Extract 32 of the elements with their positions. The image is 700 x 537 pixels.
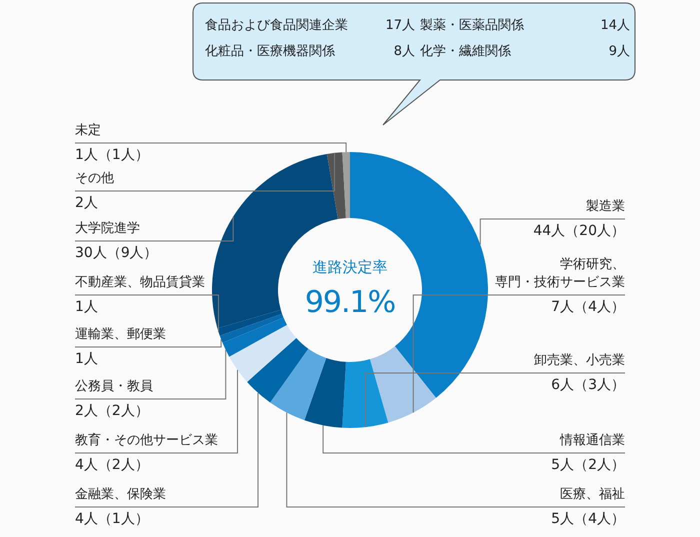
slice-label: 大学院進学 — [75, 220, 141, 238]
slice-label: 未定 — [75, 122, 102, 140]
data-label: 2人（2人） — [75, 402, 150, 420]
data-label: 1人（1人） — [75, 146, 150, 164]
text: 化学・繊維関係 9人 — [420, 44, 630, 59]
text: 製薬・医薬品関係 14人 — [420, 18, 630, 33]
text: 進路決定率 — [312, 258, 388, 276]
text: 化粧品・医療機器関係 8人 — [205, 44, 415, 59]
data-label: 7人（4人） — [550, 298, 625, 316]
data-label: 2人 — [75, 194, 99, 212]
data-label: 5人（2人） — [550, 456, 625, 474]
slice-label: 運輸業、郵便業 — [75, 326, 167, 344]
data-label: 6人（3人） — [550, 376, 625, 394]
slice-label: 不動産業、物品賃貸業 — [75, 274, 206, 292]
slice-label: 公務員・教員 — [75, 378, 154, 396]
data-label: 1人 — [75, 350, 99, 368]
data-label: 1人 — [75, 298, 99, 316]
text: 99.1% — [304, 285, 396, 320]
slice-label: 製造業 — [585, 198, 625, 216]
slice-label: その他 — [75, 170, 115, 188]
slice-label: 教育・その他サービス業 — [75, 432, 219, 450]
text: 食品および食品関連企業 17人 — [205, 18, 415, 33]
slice-label: 医療、福祉 — [559, 486, 625, 504]
data-label: 4人（1人） — [75, 510, 150, 528]
data-label: 30人（9人） — [75, 244, 159, 262]
data-label: 5人（4人） — [550, 510, 625, 528]
slice-label: 卸売業、小売業 — [533, 352, 625, 370]
data-label: 44人（20人） — [532, 222, 625, 240]
slice-label: 情報通信業 — [558, 432, 625, 450]
slice-label: 金融業、保険業 — [75, 486, 167, 504]
data-label: 4人（2人） — [75, 456, 150, 474]
slice-label: 学術研究、専門・技術サービス業 — [494, 256, 625, 292]
